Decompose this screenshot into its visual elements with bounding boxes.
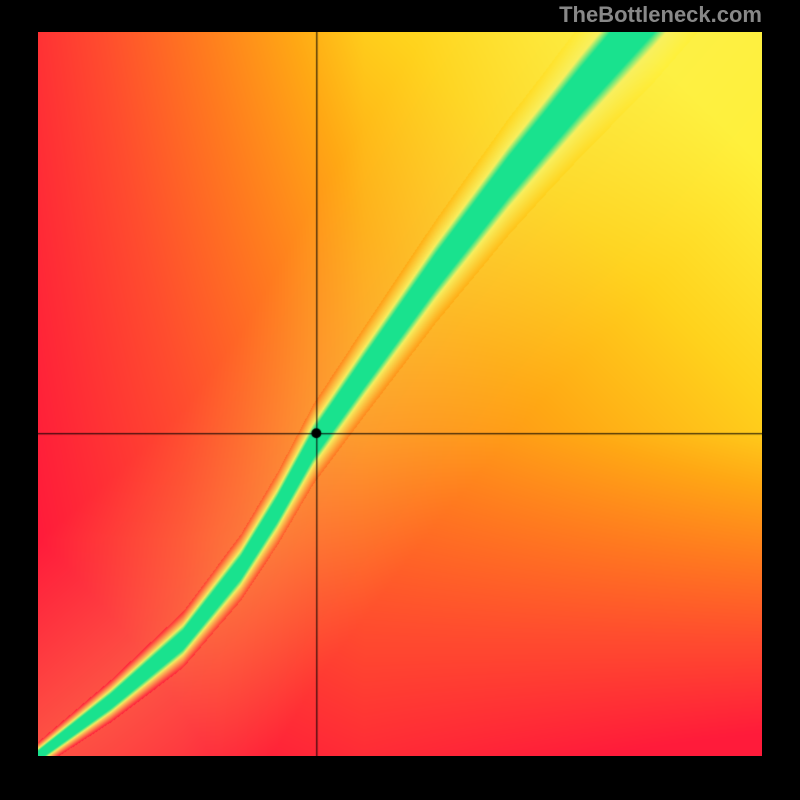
heatmap-plot <box>38 32 762 756</box>
heatmap-canvas <box>38 32 762 756</box>
watermark-text: TheBottleneck.com <box>559 2 762 28</box>
chart-frame: TheBottleneck.com <box>0 0 800 800</box>
